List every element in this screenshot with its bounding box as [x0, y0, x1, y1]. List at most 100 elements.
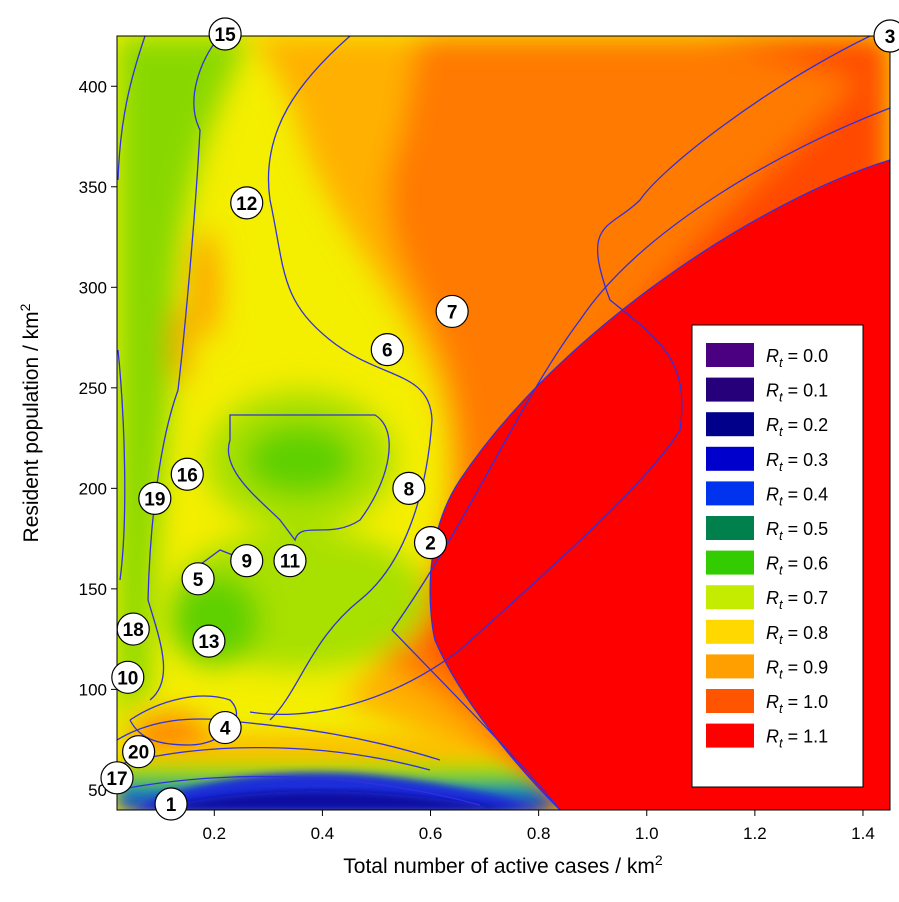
legend-sub: t [779, 666, 784, 681]
marker-circle [138, 481, 172, 515]
legend-entry: Rt = 0.3 [706, 446, 828, 474]
legend-label: Rt = 0.2 [766, 415, 828, 439]
legend-label: Rt = 0.8 [766, 623, 828, 647]
marker-9: 9 [230, 544, 264, 578]
marker-18: 18 [116, 612, 150, 646]
legend-var: R [766, 484, 779, 504]
marker-13: 13 [192, 624, 226, 658]
marker-6: 6 [370, 333, 404, 367]
legend-label: Rt = 0.7 [766, 588, 828, 612]
marker-circle [230, 544, 264, 578]
legend-value: = 0.2 [783, 415, 829, 435]
y-tick-label: 400 [79, 77, 107, 96]
y-tick-label: 200 [79, 479, 107, 498]
legend-var: R [766, 727, 779, 747]
legend-swatch [706, 723, 754, 748]
legend-swatch [706, 481, 754, 506]
marker-17: 17 [100, 761, 134, 795]
marker-label: 6 [382, 341, 393, 362]
marker-circle [392, 471, 426, 505]
marker-label: 3 [885, 27, 896, 48]
marker-circle [170, 457, 204, 491]
legend-value: = 1.1 [783, 727, 829, 747]
marker-label: 12 [236, 194, 257, 215]
y-tick-label: 350 [79, 178, 107, 197]
y-tick-label: 300 [79, 278, 107, 297]
marker-15: 15 [208, 17, 242, 51]
legend-value: = 0.1 [783, 381, 829, 401]
legend-var: R [766, 692, 779, 712]
x-tick-label: 1.0 [635, 824, 659, 843]
legend-label: Rt = 0.9 [766, 657, 828, 681]
legend-entry: Rt = 1.1 [706, 723, 828, 751]
marker-circle [435, 294, 469, 329]
marker-label: 18 [123, 620, 144, 641]
marker-label: 1 [166, 795, 177, 816]
legend-swatch [706, 516, 754, 540]
marker-8: 8 [392, 471, 426, 505]
marker-label: 16 [177, 465, 198, 486]
legend-entry: Rt = 1.0 [706, 689, 828, 716]
legend-value: = 0.0 [783, 346, 829, 366]
legend-value: = 0.9 [783, 657, 829, 677]
legend-value: = 1.0 [783, 692, 829, 712]
legend-sub: t [779, 493, 784, 508]
legend-sub: t [779, 355, 784, 370]
contour-lines [117, 36, 890, 810]
marker-label: 8 [404, 479, 415, 500]
marker-20: 20 [122, 735, 156, 769]
y-tick-label: 100 [79, 680, 107, 699]
contour-field [117, 36, 890, 810]
marker-circle [154, 787, 188, 821]
marker-label: 9 [241, 552, 252, 573]
legend-sub: t [779, 701, 784, 716]
marker-circle [122, 735, 156, 769]
legend-entry: Rt = 0.9 [706, 654, 828, 681]
legend-swatch [706, 412, 754, 437]
legend-sub: t [779, 390, 784, 405]
legend-label: Rt = 0.0 [766, 346, 828, 370]
legend-value: = 0.7 [783, 588, 829, 608]
marker-circle [100, 761, 134, 795]
marker-circle [873, 19, 899, 53]
legend-entry: Rt = 0.8 [706, 619, 828, 647]
legend-sub: t [779, 459, 784, 474]
marker-16: 16 [170, 457, 204, 491]
marker-circle [192, 624, 226, 658]
y-tick-label: 250 [79, 379, 107, 398]
legend-swatch [706, 343, 754, 367]
legend-entry: Rt = 0.1 [706, 377, 828, 405]
legend-value: = 0.5 [783, 519, 829, 539]
marker-circle [208, 710, 242, 745]
marker-label: 5 [193, 570, 204, 591]
legend-label: Rt = 1.1 [766, 727, 828, 751]
marker-label: 17 [106, 769, 127, 790]
marker-circle [111, 660, 145, 694]
x-tick-label: 0.2 [202, 824, 226, 843]
marker-circle [230, 186, 264, 220]
marker-1: 1 [154, 787, 188, 821]
marker-circle [413, 526, 448, 560]
x-axis-title: Total number of active cases / km2 [343, 852, 663, 878]
legend-swatch [706, 550, 754, 575]
marker-label: 15 [215, 25, 237, 46]
legend: Rt = 0.0Rt = 0.1Rt = 0.2Rt = 0.3Rt = 0.4… [691, 324, 864, 788]
y-tick-label: 150 [79, 580, 107, 599]
legend-value: = 0.4 [783, 484, 829, 504]
legend-var: R [766, 554, 779, 574]
marker-label: 4 [220, 719, 231, 740]
legend-var: R [766, 381, 779, 401]
marker-circle [116, 612, 150, 646]
legend-entry: Rt = 0.0 [706, 343, 828, 370]
legend-label: Rt = 0.3 [766, 450, 828, 474]
legend-sub: t [779, 528, 784, 543]
marker-label: 11 [280, 552, 301, 573]
legend-sub: t [779, 424, 784, 439]
legend-label: Rt = 0.5 [766, 519, 828, 543]
legend-swatch [706, 619, 754, 644]
legend-label: Rt = 0.1 [766, 381, 828, 405]
legend-value: = 0.3 [783, 450, 829, 470]
plot-frame [116, 35, 891, 811]
legend-entry: Rt = 0.5 [706, 516, 828, 543]
